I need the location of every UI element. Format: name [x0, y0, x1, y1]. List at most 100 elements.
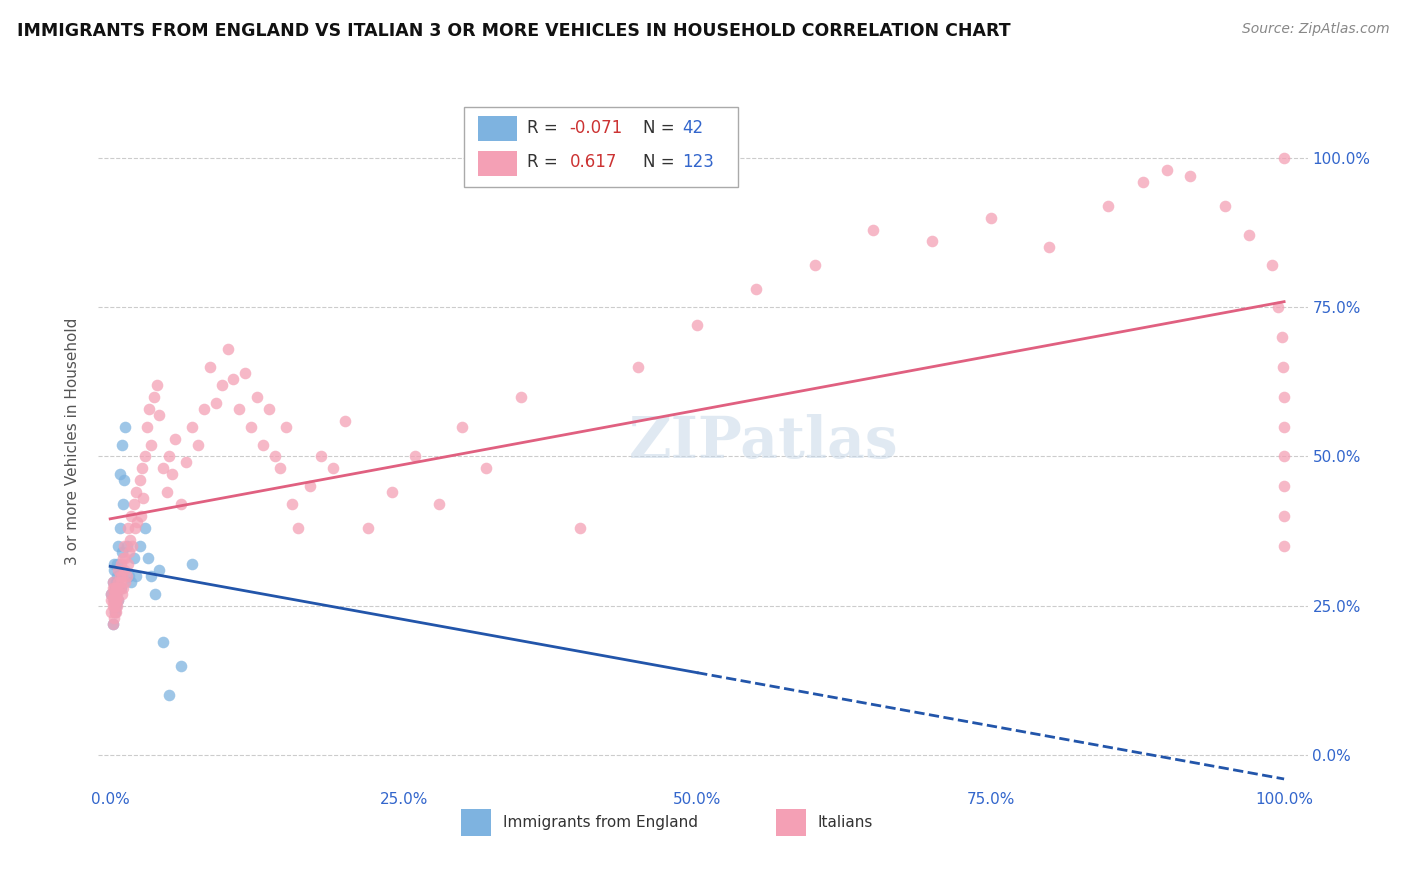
Point	[404, 450, 426, 464]
Point	[1272, 450, 1295, 464]
Point	[1272, 479, 1295, 493]
Point	[104, 605, 127, 619]
Point	[803, 258, 825, 272]
Point	[101, 592, 124, 607]
Point	[148, 563, 170, 577]
Point	[148, 408, 170, 422]
Point	[101, 574, 124, 589]
Point	[110, 557, 132, 571]
Text: ZIPatlas: ZIPatlas	[628, 414, 898, 469]
Point	[222, 372, 245, 386]
Point	[110, 581, 132, 595]
Point	[129, 509, 152, 524]
Point	[105, 581, 128, 595]
Point	[115, 569, 138, 583]
Point	[120, 509, 142, 524]
Point	[122, 551, 145, 566]
Point	[1271, 330, 1294, 344]
Text: N =: N =	[643, 120, 679, 137]
Y-axis label: 3 or more Vehicles in Household: 3 or more Vehicles in Household	[65, 318, 80, 566]
Point	[105, 599, 128, 613]
Point	[152, 461, 174, 475]
Point	[114, 574, 136, 589]
Point	[120, 574, 142, 589]
Point	[281, 497, 304, 511]
Point	[110, 569, 132, 583]
FancyBboxPatch shape	[461, 809, 492, 837]
Point	[1272, 509, 1295, 524]
Point	[112, 497, 135, 511]
Point	[568, 521, 591, 535]
Point	[193, 401, 215, 416]
Point	[157, 689, 180, 703]
Point	[1272, 390, 1295, 404]
Point	[686, 318, 709, 332]
Point	[104, 599, 127, 613]
Point	[101, 599, 124, 613]
Point	[118, 569, 141, 583]
Point	[101, 574, 124, 589]
Point	[135, 419, 157, 434]
Text: IMMIGRANTS FROM ENGLAND VS ITALIAN 3 OR MORE VEHICLES IN HOUSEHOLD CORRELATION C: IMMIGRANTS FROM ENGLAND VS ITALIAN 3 OR …	[17, 22, 1011, 40]
Point	[263, 450, 285, 464]
Point	[125, 485, 148, 500]
Point	[103, 592, 125, 607]
Text: N =: N =	[643, 153, 679, 171]
Point	[103, 581, 125, 595]
Point	[163, 432, 186, 446]
Point	[980, 211, 1002, 225]
Point	[475, 461, 498, 475]
Point	[111, 569, 134, 583]
Point	[1272, 151, 1295, 165]
Point	[105, 599, 128, 613]
Point	[105, 592, 128, 607]
Point	[211, 377, 233, 392]
Point	[1272, 539, 1295, 553]
Point	[107, 563, 129, 577]
Point	[1215, 199, 1237, 213]
Point	[100, 605, 122, 619]
Point	[111, 437, 134, 451]
Point	[104, 587, 127, 601]
Point	[127, 515, 149, 529]
Point	[108, 569, 131, 583]
Point	[114, 551, 136, 566]
Point	[1038, 240, 1060, 254]
Point	[510, 390, 533, 404]
Point	[115, 539, 138, 553]
Point	[107, 574, 129, 589]
Point	[333, 414, 356, 428]
Point	[141, 569, 163, 583]
Point	[101, 616, 124, 631]
Point	[198, 359, 221, 374]
Point	[269, 461, 291, 475]
Point	[228, 401, 250, 416]
Point	[155, 485, 177, 500]
Text: R =: R =	[527, 153, 564, 171]
Point	[142, 390, 165, 404]
Point	[120, 533, 142, 547]
Point	[114, 419, 136, 434]
Point	[1267, 300, 1289, 314]
Point	[169, 497, 191, 511]
Point	[111, 587, 134, 601]
Point	[100, 592, 122, 607]
Point	[128, 474, 150, 488]
Point	[157, 450, 180, 464]
Point	[112, 474, 135, 488]
Text: 0.617: 0.617	[569, 153, 617, 171]
Point	[252, 437, 274, 451]
Point	[100, 587, 122, 601]
Point	[1156, 162, 1178, 177]
Point	[152, 634, 174, 648]
Point	[176, 455, 198, 469]
Point	[101, 581, 124, 595]
Text: R =: R =	[527, 120, 564, 137]
Point	[141, 437, 163, 451]
Point	[107, 539, 129, 553]
Point	[107, 592, 129, 607]
Point	[240, 419, 263, 434]
Text: Italians: Italians	[818, 815, 873, 830]
Text: Immigrants from England: Immigrants from England	[503, 815, 699, 830]
Text: -0.071: -0.071	[569, 120, 623, 137]
